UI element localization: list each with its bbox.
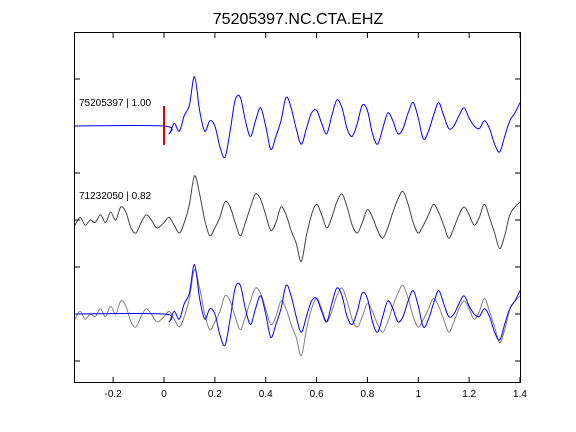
trace-3-series-1 [74, 269, 521, 357]
trace-label-1: 75205397 | 1.00 [79, 98, 152, 109]
y-tick-marks [75, 78, 520, 362]
x-tick-label: 0.8 [360, 389, 374, 400]
trace-3-series-2 [74, 264, 521, 347]
axes-frame [74, 32, 521, 383]
trace-2-series-1 [74, 175, 521, 263]
x-tick-label: 0.2 [208, 389, 222, 400]
x-axis: -0.2 0 0.2 0.4 0.6 0.8 1 1.2 1.4 [105, 33, 527, 400]
x-tick-label: 0.6 [310, 389, 324, 400]
x-tick-label: 1.2 [462, 389, 476, 400]
chart-title: 75205397.NC.CTA.EHZ [213, 11, 384, 28]
x-tick-label: 1 [416, 389, 422, 400]
x-tick-label: -0.2 [105, 389, 123, 400]
trace-label-2: 71232050 | 0.82 [79, 191, 152, 202]
x-tick-label: 0.4 [259, 389, 273, 400]
x-tick-label: 1.4 [513, 389, 527, 400]
x-tick-label: 0 [161, 389, 167, 400]
trace-panels [74, 76, 521, 357]
trace-1-series-1 [74, 76, 521, 159]
